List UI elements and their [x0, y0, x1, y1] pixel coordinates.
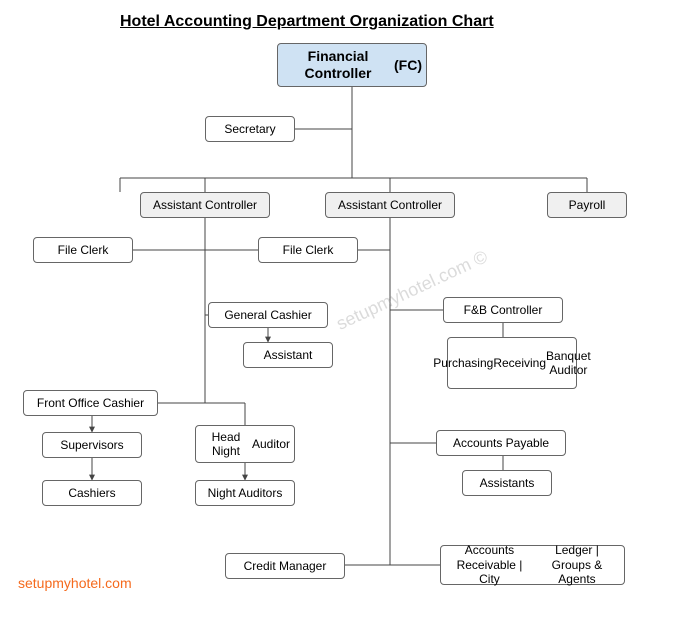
node-fclerk2: File Clerk [258, 237, 358, 263]
node-prb: PurchasingReceivingBanquet Auditor [447, 337, 577, 389]
node-assistant: Assistant [243, 342, 333, 368]
node-credit: Credit Manager [225, 553, 345, 579]
node-na: Night Auditors [195, 480, 295, 506]
node-hna: Head NightAuditor [195, 425, 295, 463]
node-supervisors: Supervisors [42, 432, 142, 458]
node-secretary: Secretary [205, 116, 295, 142]
node-fclerk1: File Clerk [33, 237, 133, 263]
node-arcity: Accounts Receivable | CityLedger | Group… [440, 545, 625, 585]
node-assistants: Assistants [462, 470, 552, 496]
edge-layer [0, 0, 674, 617]
node-fbc: F&B Controller [443, 297, 563, 323]
node-cashiers: Cashiers [42, 480, 142, 506]
node-ap: Accounts Payable [436, 430, 566, 456]
watermark-footer: setupmyhotel.com [18, 575, 132, 591]
node-fc: Financial Controller(FC) [277, 43, 427, 87]
node-ac1: Assistant Controller [140, 192, 270, 218]
node-gcashier: General Cashier [208, 302, 328, 328]
page-title: Hotel Accounting Department Organization… [120, 13, 494, 31]
node-payroll: Payroll [547, 192, 627, 218]
node-foc: Front Office Cashier [23, 390, 158, 416]
node-ac2: Assistant Controller [325, 192, 455, 218]
